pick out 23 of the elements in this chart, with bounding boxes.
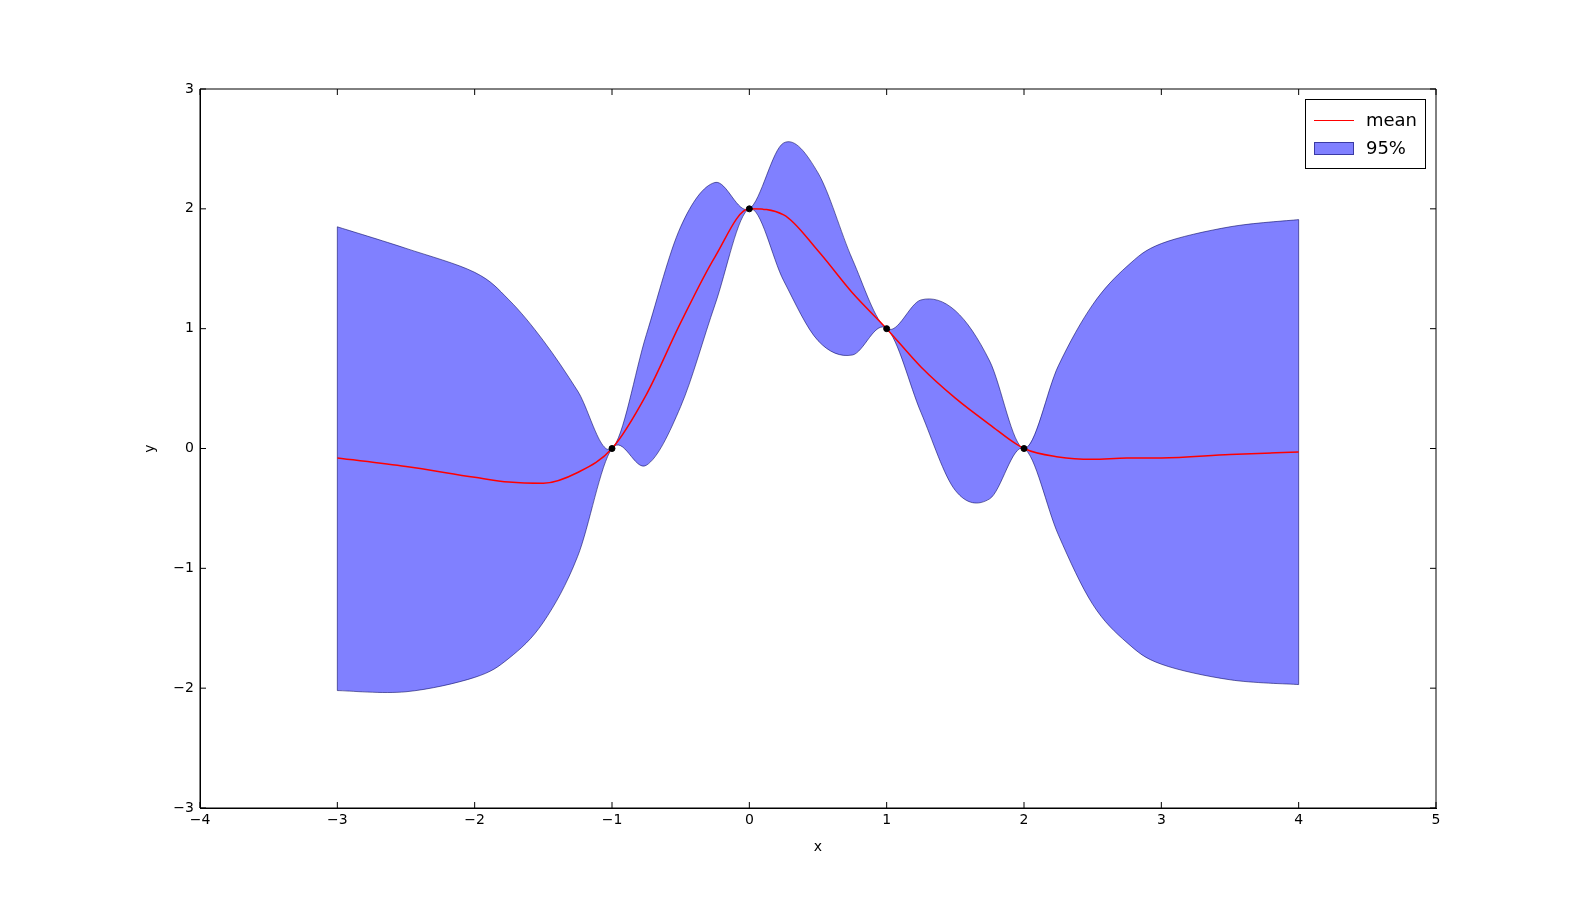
annotation: 95% <box>1365 136 1406 160</box>
x-tick-label: 0 <box>744 811 754 828</box>
y-tick-label: −1 <box>173 558 194 575</box>
y-tick-label: 1 <box>185 319 194 336</box>
point <box>1020 445 1028 452</box>
x-tick-label: −3 <box>327 811 348 828</box>
y-axis-title: y <box>141 444 158 453</box>
legend-label: mean <box>1365 108 1417 132</box>
x-tick-label: 4 <box>1294 811 1304 828</box>
x-tick-label: 3 <box>1156 811 1166 828</box>
x-tick-label: 1 <box>882 811 892 828</box>
x-tick-label: 5 <box>1431 811 1441 828</box>
point <box>745 205 753 213</box>
y-tick-label: 2 <box>185 199 194 216</box>
y-tick-label: −2 <box>173 678 194 695</box>
x-tick-label: 2 <box>1019 811 1029 828</box>
point <box>883 325 891 333</box>
x-tick-label: −2 <box>464 811 485 828</box>
point <box>608 445 616 452</box>
y-tick-label: 3 <box>185 79 194 96</box>
x-axis-title: x <box>813 838 823 855</box>
x-tick-label: −1 <box>601 811 623 828</box>
y-tick-label: 0 <box>185 439 194 456</box>
